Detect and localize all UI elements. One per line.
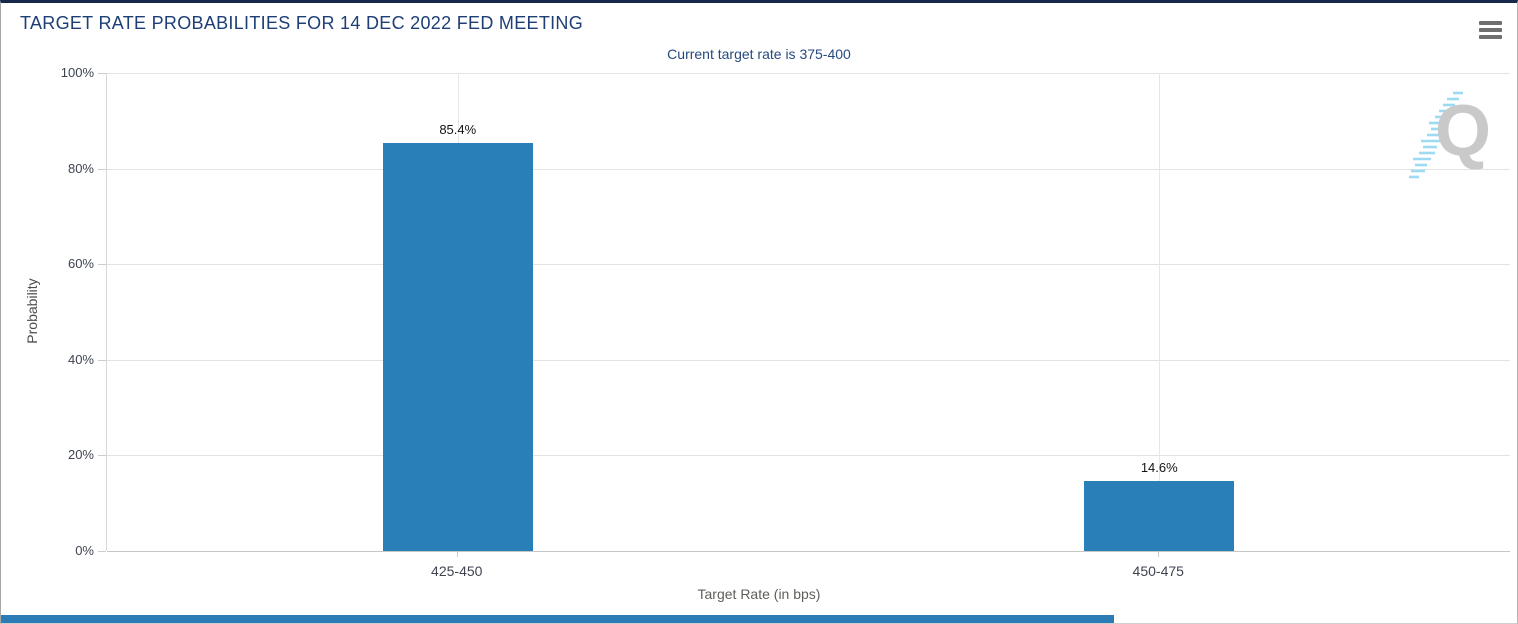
x-axis-tick-label: 450-475 [1132, 563, 1184, 579]
bar-value-label: 14.6% [1140, 460, 1178, 476]
bar-value-label: 85.4% [439, 121, 477, 137]
quikstrike-watermark: Q [1407, 87, 1491, 183]
y-axis-tick [98, 264, 106, 266]
watermark-q-letter: Q [1434, 91, 1491, 171]
y-axis-tick-label: 80% [67, 160, 94, 176]
x-axis-tick [1158, 551, 1160, 557]
hamburger-menu-icon[interactable] [1479, 21, 1502, 42]
y-gridline [107, 455, 1510, 457]
hamburger-bar [1479, 21, 1502, 25]
hamburger-bar [1479, 35, 1502, 39]
y-axis-tick [98, 359, 106, 361]
x-axis-tick [456, 551, 458, 557]
y-gridline [107, 73, 1510, 74]
y-gridline [107, 264, 1510, 266]
y-axis-tick-label: 40% [67, 351, 94, 367]
hamburger-bar [1479, 28, 1502, 32]
y-axis-tick-label: 20% [67, 447, 94, 463]
watermark-dashes-icon [1409, 91, 1463, 179]
chart-title: TARGET RATE PROBABILITIES FOR 14 DEC 202… [20, 13, 584, 33]
x-axis-title: Target Rate (in bps) [697, 586, 821, 602]
y-axis-title: Probability [24, 278, 40, 344]
bottom-scrollbar[interactable] [1, 615, 1114, 623]
x-gridline [1159, 73, 1161, 551]
x-axis-tick-label: 425-450 [431, 563, 483, 579]
x-axis-line [107, 551, 1510, 552]
y-axis-tick-label: 60% [67, 256, 94, 272]
probability-bar[interactable] [382, 142, 533, 551]
y-axis-tick [98, 455, 106, 457]
y-axis-tick [98, 73, 106, 74]
chart-subtitle: Current target rate is 375-400 [667, 46, 851, 62]
y-gridline [107, 168, 1510, 170]
plot-area: 85.4% 14.6% [106, 73, 1510, 552]
y-axis-tick-label: 100% [60, 65, 94, 80]
y-gridline [107, 359, 1510, 361]
y-axis-tick-label: 0% [75, 543, 94, 558]
y-axis-tick [98, 551, 106, 552]
y-axis-tick [98, 168, 106, 170]
probability-bar[interactable] [1084, 481, 1235, 551]
